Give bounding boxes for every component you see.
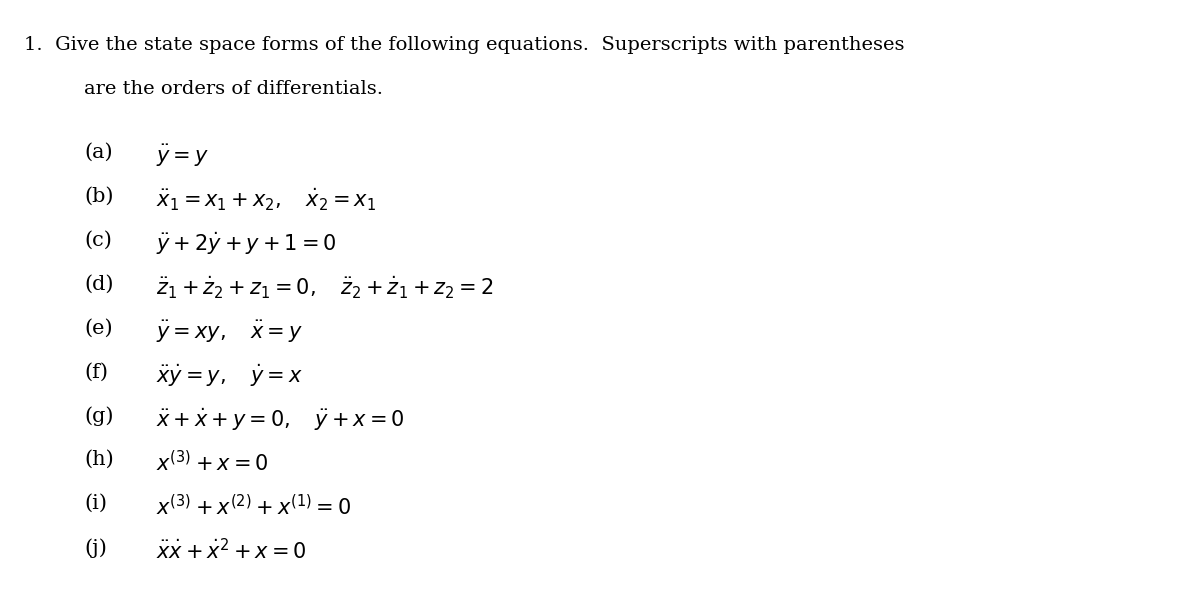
Text: (j): (j): [84, 538, 107, 558]
Text: $\ddot{x}\dot{y} = y, \quad \dot{y} = x$: $\ddot{x}\dot{y} = y, \quad \dot{y} = x$: [156, 362, 302, 389]
Text: (b): (b): [84, 187, 114, 206]
Text: $\ddot{z}_1 + \dot{z}_2 + z_1 = 0, \quad \ddot{z}_2 + \dot{z}_1 + z_2 = 2$: $\ddot{z}_1 + \dot{z}_2 + z_1 = 0, \quad…: [156, 274, 493, 301]
Text: $\ddot{x}\dot{x} + \dot{x}^2 + x = 0$: $\ddot{x}\dot{x} + \dot{x}^2 + x = 0$: [156, 538, 307, 563]
Text: are the orders of differentials.: are the orders of differentials.: [84, 80, 383, 98]
Text: (i): (i): [84, 494, 107, 513]
Text: (h): (h): [84, 450, 114, 469]
Text: (e): (e): [84, 318, 113, 337]
Text: $\ddot{y} = y$: $\ddot{y} = y$: [156, 143, 209, 169]
Text: (c): (c): [84, 230, 112, 249]
Text: 1.  Give the state space forms of the following equations.  Superscripts with pa: 1. Give the state space forms of the fol…: [24, 36, 905, 53]
Text: $\ddot{y} + 2\dot{y} + y + 1 = 0$: $\ddot{y} + 2\dot{y} + y + 1 = 0$: [156, 230, 336, 257]
Text: $\ddot{x} + \dot{x} + y = 0, \quad \ddot{y} + x = 0$: $\ddot{x} + \dot{x} + y = 0, \quad \ddot…: [156, 406, 404, 433]
Text: (a): (a): [84, 143, 113, 162]
Text: (f): (f): [84, 362, 108, 381]
Text: $x^{(3)} + x^{(2)} + x^{(1)} = 0$: $x^{(3)} + x^{(2)} + x^{(1)} = 0$: [156, 494, 352, 519]
Text: $x^{(3)} + x = 0$: $x^{(3)} + x = 0$: [156, 450, 269, 475]
Text: (d): (d): [84, 274, 114, 293]
Text: (g): (g): [84, 406, 114, 426]
Text: $\ddot{x}_1 = x_1 + x_2, \quad \dot{x}_2 = x_1$: $\ddot{x}_1 = x_1 + x_2, \quad \dot{x}_2…: [156, 187, 376, 213]
Text: $\ddot{y} = xy, \quad \ddot{x} = y$: $\ddot{y} = xy, \quad \ddot{x} = y$: [156, 318, 302, 345]
